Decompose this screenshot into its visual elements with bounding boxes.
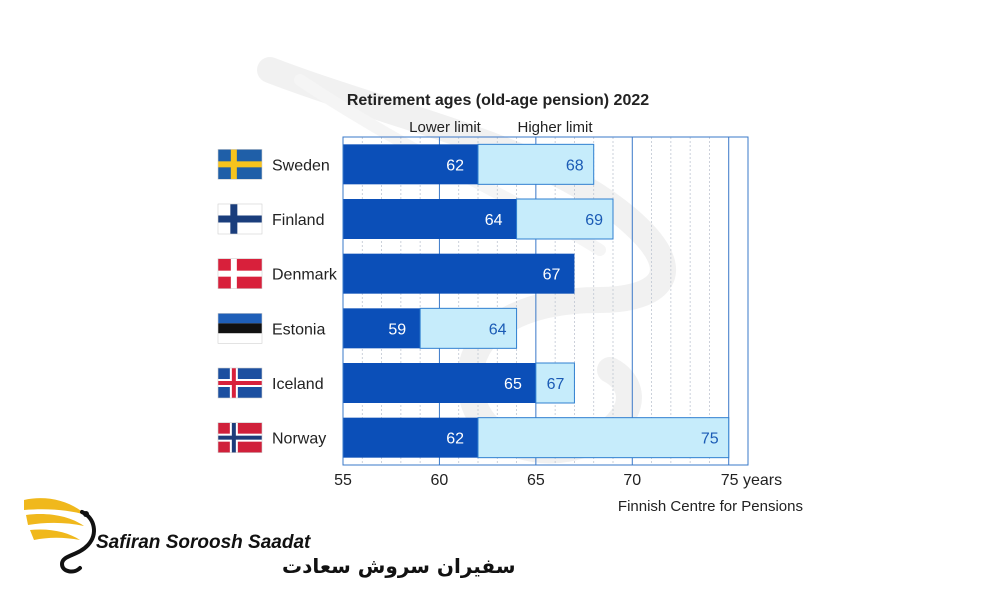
wing-icon [24, 498, 96, 574]
flag-norway-icon [217, 422, 263, 453]
bar-label-higher: 64 [489, 321, 507, 338]
grid-lines [361, 137, 730, 465]
company-logo: Safiran Soroosh Saadat سفیران سروش سعادت [24, 498, 516, 578]
logo-text-en: Safiran Soroosh Saadat [96, 532, 311, 553]
flag-iceland-icon [217, 367, 263, 399]
bar-lower-norway [343, 417, 478, 458]
bar-higher-iceland [535, 362, 575, 404]
bar-label-lower: 64 [485, 212, 503, 229]
bars: 62 68 64 69 67 59 64 65 67 62 75 [343, 143, 730, 459]
x-tick-label: 70 [623, 472, 641, 489]
flag-denmark-icon [217, 258, 263, 289]
bar-label-higher: 75 [701, 431, 719, 448]
bar-label-higher: 68 [566, 157, 584, 174]
bar-label-lower: 65 [504, 376, 522, 393]
flag-finland-icon [217, 203, 263, 235]
flag-sweden-icon [217, 149, 263, 180]
bar-lower-estonia [343, 308, 421, 349]
country-label-norway: Norway [272, 431, 326, 448]
plot-frame [342, 136, 749, 466]
bar-label-higher: 67 [547, 376, 565, 393]
bar-label-lower: 62 [446, 157, 464, 174]
logo-text-fa: سفیران سروش سعادت [282, 554, 516, 578]
country-label-iceland: Iceland [272, 376, 324, 393]
country-label-denmark: Denmark [272, 267, 338, 284]
x-tick-label: 55 [334, 472, 352, 489]
chart-title: Retirement ages (old-age pension) 2022 [347, 92, 649, 109]
legend-lower-limit: Lower limit [409, 119, 482, 136]
x-tick-label: 65 [527, 472, 545, 489]
bar-lower-sweden [343, 144, 478, 185]
bar-lower-denmark [343, 253, 575, 294]
legend-higher-limit: Higher limit [517, 119, 593, 136]
bar-higher-norway [477, 417, 730, 459]
country-label-estonia: Estonia [272, 321, 325, 338]
bar-label-lower: 62 [446, 431, 464, 448]
country-label-sweden: Sweden [272, 157, 330, 174]
x-tick-label: 60 [431, 472, 449, 489]
bar-lower-iceland [343, 363, 536, 403]
country-label-finland: Finland [272, 212, 324, 229]
bar-label-lower: 67 [543, 267, 561, 284]
country-rows: Sweden Finland Denmark Estonia Iceland Norway [217, 149, 338, 453]
bar-lower-finland [343, 199, 517, 239]
x-tick-label: 75 years [721, 472, 782, 489]
flag-estonia-icon [217, 313, 263, 344]
bar-higher-estonia [419, 307, 518, 349]
bar-higher-sweden [477, 143, 595, 185]
bar-higher-finland [516, 198, 614, 240]
bar-label-lower: 59 [388, 321, 406, 338]
x-axis-ticks: 55 60 65 70 75 years [334, 472, 782, 489]
bar-label-higher: 69 [585, 212, 603, 229]
source-note: Finnish Centre for Pensions [618, 498, 803, 515]
